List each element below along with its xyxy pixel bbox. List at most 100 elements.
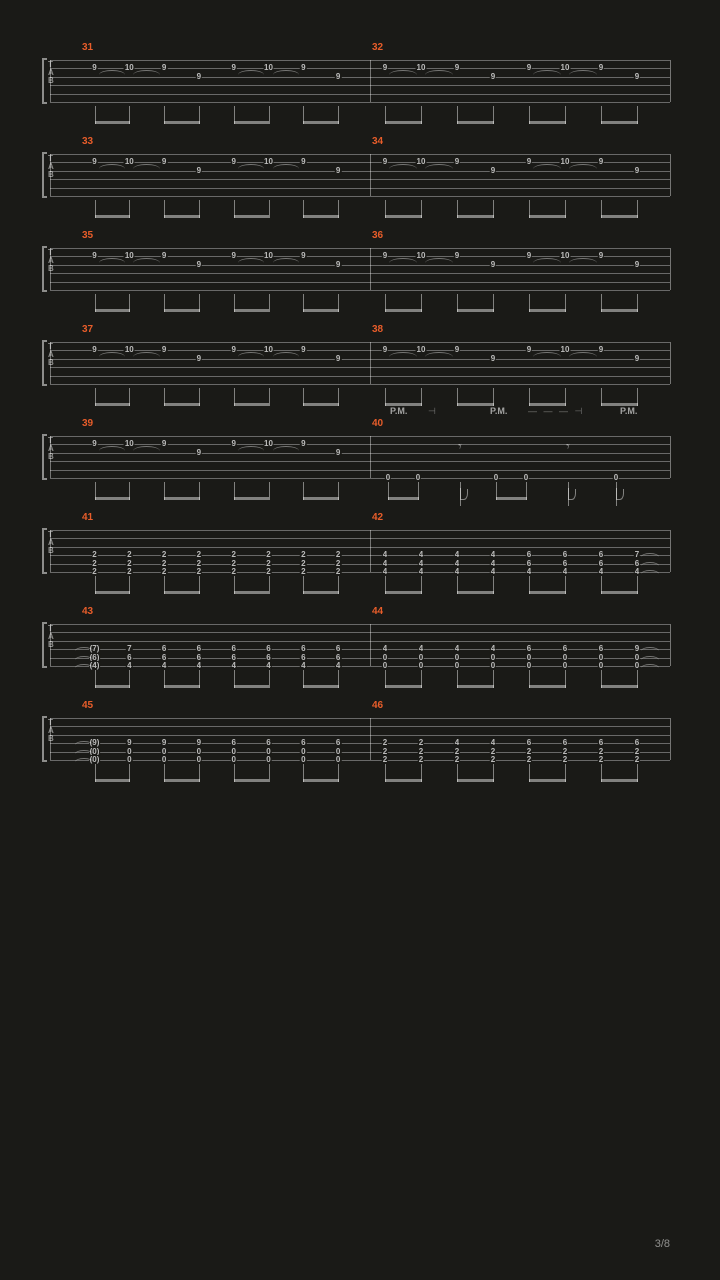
palm-mute-marking: P.M. [490,406,507,416]
barline [50,624,51,666]
palm-mute-marking: ⊣ [428,406,438,417]
barline [50,342,51,384]
fret-number: 0 [598,661,604,670]
beam [601,779,638,782]
staff-line [50,760,670,761]
tie [389,352,417,357]
tie [273,70,300,75]
staff-line [50,444,670,445]
staff-line [50,359,670,360]
beam [95,591,131,594]
staff-line [50,384,670,385]
fret-number: 9 [230,251,236,260]
fret-number: 9 [490,72,496,81]
staff-line [50,530,670,531]
fret-number: 9 [161,157,167,166]
beam [164,121,200,124]
fret-number: 9 [335,72,341,81]
fret-number: 9 [382,63,388,72]
fret-number: 9 [196,354,202,363]
beam [385,685,422,688]
fret-number: 2 [382,755,388,764]
beam [234,591,270,594]
fret-number: 0 [523,473,529,482]
fret-number: 9 [634,72,640,81]
fret-number: 0 [526,661,532,670]
staff-line [50,154,670,155]
fret-number: 9 [598,345,604,354]
beam [529,309,566,312]
fret-number: 10 [560,157,571,166]
fret-number: 9 [300,63,306,72]
staff-line [50,436,670,437]
staff-line [50,641,670,642]
fret-number: 9 [230,345,236,354]
tab-staff: TAB3991099910994000𝄾00𝄾0 [50,436,670,478]
palm-mute-marking: — — — ⊣ [528,406,584,417]
measure-number: 40 [372,418,383,429]
fret-number: 9 [490,354,496,363]
staff-line [50,547,670,548]
tab-staff: TAB339109991099349109991099 [50,154,670,196]
tab-system: TAB379109991099389109991099 [50,342,670,384]
fret-number: 9 [634,354,640,363]
staff-line [50,102,670,103]
fret-number: 0 [490,661,496,670]
fret-number: 0 [382,661,388,670]
fret-number: 9 [91,345,97,354]
tie [273,258,300,263]
barline [50,154,51,196]
staff-line [50,555,670,556]
tie [75,656,93,660]
staff-line [50,188,670,189]
tab-system: P.M.⊣P.M.— — — ⊣P.M.TAB3991099910994000𝄾… [50,436,670,478]
tie [238,70,265,75]
fret-number: 10 [560,63,571,72]
fret-number: 9 [634,260,640,269]
fret-number: 9 [91,439,97,448]
fret-number: 10 [263,251,274,260]
fret-number: 9 [196,166,202,175]
fret-number: 0 [418,661,424,670]
note-flag [616,488,624,500]
fret-number: 9 [382,157,388,166]
tie [533,258,561,263]
barline [370,60,371,102]
fret-number: 2 [454,755,460,764]
staff-line [50,752,670,753]
tie [75,758,93,762]
staff-line [50,718,670,719]
staff-line [50,342,670,343]
tab-staff: TAB4122222222222222222222222242444444444… [50,530,670,572]
fret-number: 2 [300,567,306,576]
barline [370,624,371,666]
fret-number: 9 [490,260,496,269]
staff-line [50,632,670,633]
beam [385,779,422,782]
tie [99,352,126,357]
fret-number: 2 [91,567,97,576]
measure-number: 45 [82,700,93,711]
staff-bracket [42,434,47,480]
fret-number: 4 [490,567,496,576]
beam [164,591,200,594]
staff-line [50,735,670,736]
fret-number: 4 [634,567,640,576]
fret-number: 9 [382,345,388,354]
fret-number: 2 [490,755,496,764]
barline [670,624,671,666]
fret-number: 4 [418,567,424,576]
beam [457,403,494,406]
beam [601,215,638,218]
fret-number: 4 [196,661,202,670]
fret-number: 2 [161,567,167,576]
fret-number: 9 [300,345,306,354]
staff-line [50,94,670,95]
staff-bracket [42,58,47,104]
staff-bracket [42,716,47,762]
beam [95,309,131,312]
barline [50,248,51,290]
fret-number: 9 [230,63,236,72]
staff-line [50,649,670,650]
beam [303,497,339,500]
